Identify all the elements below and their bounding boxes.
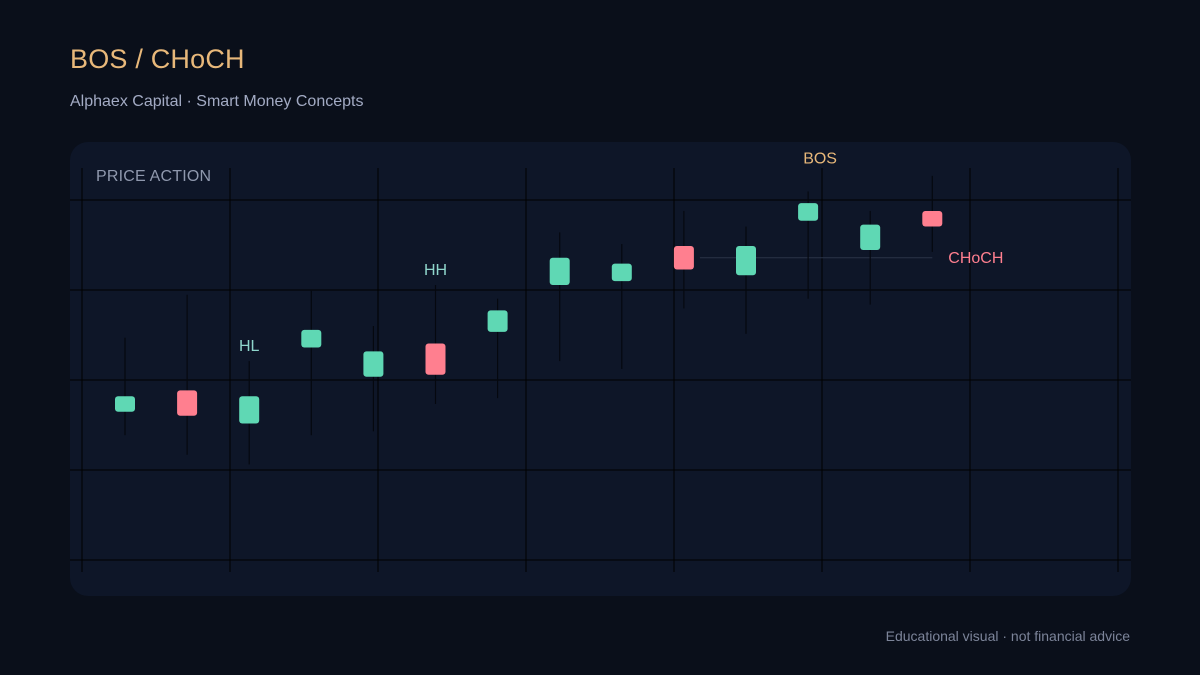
candle-body: [860, 224, 881, 250]
chart-panel: [70, 142, 1131, 596]
page-subtitle: Alphaex Capital · Smart Money Concepts: [70, 93, 364, 110]
footer-disclaimer: Educational visual · not financial advic…: [885, 628, 1130, 644]
page-title: BOS / CHoCH: [70, 44, 245, 74]
candle-body: [425, 343, 446, 375]
candle-body: [301, 329, 322, 348]
candle-body: [487, 310, 508, 332]
candle-body: [549, 257, 570, 286]
candle-body: [611, 263, 632, 282]
candle-body: [736, 246, 756, 276]
annotation-structure-label: HH: [424, 262, 447, 279]
candle-body: [922, 210, 943, 227]
annotation-structure-label: HL: [239, 338, 260, 355]
candle-body: [363, 351, 384, 377]
candle-body: [239, 396, 260, 424]
candle-body: [798, 203, 819, 221]
candle-body: [115, 396, 135, 412]
annotation-choch-label: CHoCH: [948, 250, 1003, 267]
annotation-bos-label: BOS: [803, 150, 837, 167]
candle-body: [673, 246, 694, 270]
candle-body: [177, 390, 198, 416]
panel-label: PRICE ACTION: [96, 168, 212, 185]
